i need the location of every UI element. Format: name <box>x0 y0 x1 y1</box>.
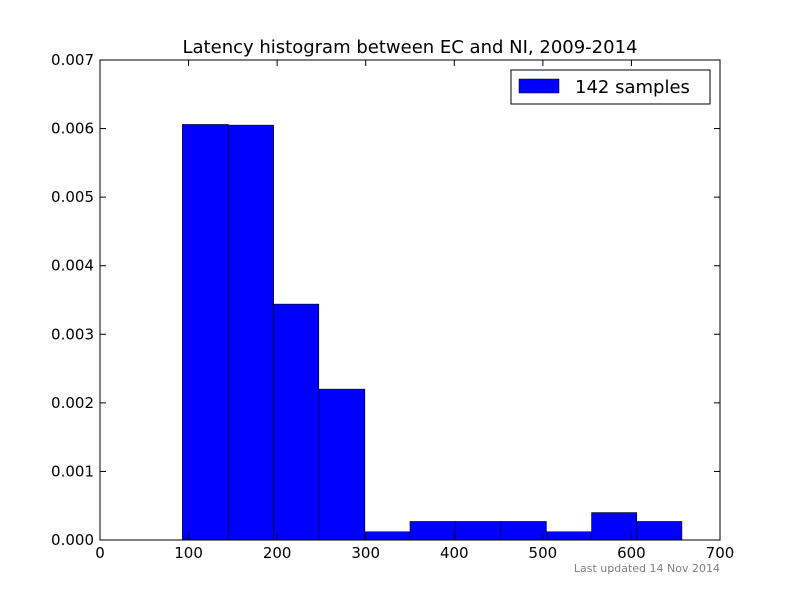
y-tick-label: 0.005 <box>51 188 94 206</box>
legend: 142 samples <box>510 69 711 105</box>
histogram-bar-4 <box>364 531 411 541</box>
x-tick-label: 300 <box>351 544 380 562</box>
y-tick-label: 0.002 <box>51 394 94 412</box>
histogram-bar-1 <box>228 124 274 541</box>
chart-title: Latency histogram between EC and NI, 200… <box>183 37 638 58</box>
y-axis: 0.000 0.001 0.002 0.003 0.004 0.005 0.006 0.007 <box>51 51 720 549</box>
histogram-bar-9 <box>591 512 638 541</box>
histogram-bar-5 <box>409 521 456 541</box>
legend-swatch <box>518 78 560 94</box>
bars-group <box>182 124 683 541</box>
x-tick-label: 600 <box>617 544 646 562</box>
last-updated-note: Last updated 14 Nov 2014 <box>573 562 720 575</box>
x-tick-label: 400 <box>440 544 469 562</box>
y-tick-label: 0.000 <box>51 531 94 549</box>
y-tick-label: 0.006 <box>51 120 94 138</box>
plot-frame <box>99 59 721 541</box>
legend-label: 142 samples <box>575 77 690 98</box>
y-tick-label: 0.003 <box>51 325 94 343</box>
x-axis: 0 100 200 300 400 500 600 700 <box>95 60 734 562</box>
histogram-bar-10 <box>636 521 683 541</box>
y-tick-label: 0.007 <box>51 51 94 69</box>
y-tick-label: 0.004 <box>51 257 94 275</box>
histogram-bar-7 <box>500 521 547 541</box>
histogram-bar-2 <box>273 303 320 541</box>
x-tick-label: 700 <box>706 544 735 562</box>
histogram-bar-8 <box>546 531 592 541</box>
histogram-bar-6 <box>454 521 501 541</box>
histogram-bar-0 <box>182 124 229 541</box>
x-tick-label: 200 <box>263 544 292 562</box>
y-tick-label: 0.001 <box>51 462 94 480</box>
x-tick-label: 100 <box>174 544 203 562</box>
x-tick-label: 500 <box>529 544 558 562</box>
x-tick-label: 0 <box>95 544 105 562</box>
histogram-bar-3 <box>318 388 366 541</box>
